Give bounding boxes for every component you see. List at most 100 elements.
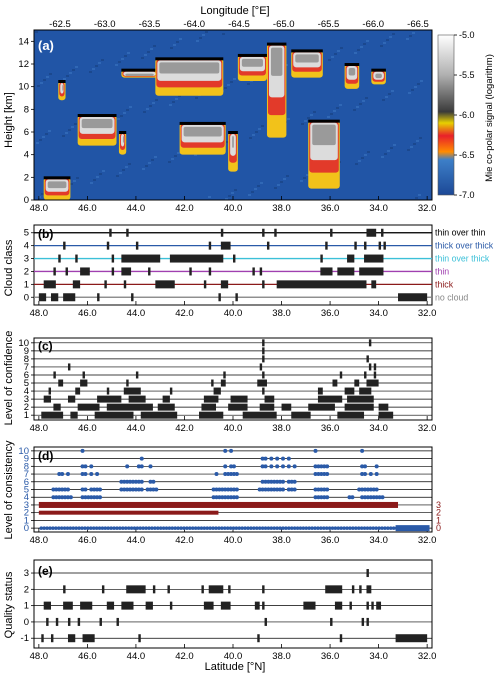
signal-speckle [66,75,69,77]
signal-speckle [117,118,120,120]
x-tick-label: 38.0 [272,651,291,662]
x-tick-label: 34.0 [369,308,388,319]
signal-speckle [68,129,71,131]
cloud-top-edge [155,57,224,61]
x-tick-label: 32.0 [418,651,437,662]
signal-speckle [248,194,251,196]
class-mark [266,241,270,250]
signal-speckle [340,47,343,49]
x-tick-label: 46.0 [78,203,97,214]
longitude-tick-label: -66.0 [362,19,384,30]
signal-speckle [359,103,362,105]
signal-speckle [171,158,174,160]
confidence-mark [128,395,146,403]
y-tick-label: 8 [24,354,29,365]
signal-speckle [38,196,41,198]
x-tick-label: 44.0 [127,651,146,662]
consistency-point [54,526,58,530]
x-tick-label: 40.0 [224,535,243,546]
consistency-point [229,487,234,492]
consistency-point [281,526,285,530]
signal-speckle [304,120,307,122]
class-mark [325,241,328,250]
signal-speckle [393,144,396,146]
quality-mark [303,601,316,610]
consistency-point [80,464,85,469]
signal-speckle [39,139,42,141]
signal-speckle [222,33,225,35]
consistency-point [136,479,141,484]
x-tick-label: 42.0 [175,423,194,434]
confidence-mark [344,403,374,411]
signal-speckle [115,64,118,66]
signal-speckle [96,176,99,178]
consistency-point [80,495,85,500]
consistency-point [112,526,116,530]
cloud-dense-core [312,124,336,146]
x-tick-label: 44.0 [127,423,146,434]
confidence-mark [53,403,61,411]
consistency-point [371,487,376,492]
consistency-point [123,526,128,530]
signal-speckle [151,159,154,161]
class-mark [320,254,323,263]
x-tick-label: 48.0 [30,535,49,546]
confidence-mark [262,355,265,363]
consistency-point [74,526,79,530]
consistency-point [136,464,141,469]
quality-mark [80,601,93,610]
signal-speckle [230,81,233,83]
consistency-bar [395,525,430,532]
class-mark [104,280,107,289]
x-tick-label: 38.0 [272,423,291,434]
quality-mark [334,601,343,610]
x-tick-label: 48.0 [30,308,49,319]
confidence-mark [354,379,360,387]
signal-speckle [365,97,368,99]
confidence-mark [94,411,134,419]
y-tick-label: 1 [24,410,29,421]
signal-speckle [98,62,101,64]
consistency-point [362,526,367,530]
cloud-dense-core [125,73,154,77]
confidence-mark [106,387,110,395]
cloud-dense-core [270,47,283,76]
x-tick-label: 32.0 [418,423,437,434]
quality-mark [46,617,49,626]
y-tick-label: 4 [24,241,29,252]
consistency-point [325,487,330,492]
signal-speckle [142,168,145,170]
signal-speckle [367,151,370,153]
consistency-point [214,526,218,530]
confidence-mark [368,339,372,347]
quality-mark [82,634,95,643]
consistency-point [71,526,76,530]
consistency-point [135,526,140,530]
quality-mark [254,601,260,610]
signal-speckle [49,73,52,75]
signal-speckle [120,115,123,117]
signal-speckle [388,93,391,95]
consistency-point [89,464,94,469]
confidence-mark [211,379,214,387]
class-mark [381,228,384,237]
consistency-point [263,464,268,469]
panel-e: Quality status -1 0 1 2 3 48.0 46.0 44.0 42.0 40.… [3,559,437,662]
signal-speckle [170,47,173,49]
quality-mark [228,585,231,594]
consistency-point [231,526,236,530]
consistency-point [377,526,381,530]
consistency-point [229,448,234,453]
consistency-point [325,472,330,477]
signal-speckle [416,140,419,142]
consistency-point [115,526,119,530]
consistency-point [51,487,56,492]
consistency-point [39,526,44,530]
cloud-top-edge [77,114,117,117]
cloud-dense-core [122,136,124,143]
signal-speckle [251,191,254,193]
consistency-point [286,487,291,492]
consistency-point [280,487,285,492]
consistency-point [211,526,215,530]
